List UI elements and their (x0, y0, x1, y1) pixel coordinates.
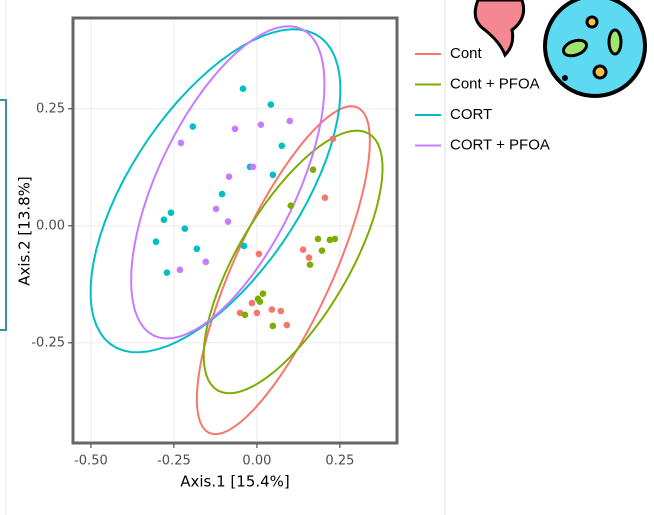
point (168, 209, 175, 216)
y-tick-label: 0.25 (36, 101, 65, 116)
point (268, 101, 275, 108)
point (254, 310, 261, 317)
point (319, 247, 326, 254)
point (164, 269, 171, 276)
x-tick-label: 0.00 (242, 454, 271, 469)
point (286, 118, 293, 125)
point (260, 290, 267, 297)
legend-label: CORT (450, 106, 492, 123)
point (226, 173, 233, 180)
plot-area (73, 18, 397, 443)
point (306, 254, 313, 261)
point (242, 311, 249, 318)
point (202, 259, 209, 266)
y-tick-label: -0.25 (31, 335, 65, 350)
x-axis-label: Axis.1 [15.4%] (180, 473, 290, 491)
point (190, 123, 197, 130)
intestine-icon (475, 0, 523, 55)
point (257, 298, 264, 305)
point (232, 126, 239, 133)
point (240, 85, 247, 92)
point (330, 135, 337, 142)
x-tick-label: -0.50 (74, 454, 108, 469)
x-tick-label: 0.25 (325, 454, 354, 469)
point (194, 245, 201, 252)
point (178, 140, 185, 147)
point (177, 267, 184, 274)
point (332, 236, 339, 243)
point (258, 121, 265, 128)
point (256, 251, 263, 258)
point (270, 323, 277, 330)
point (279, 142, 286, 149)
point (283, 322, 290, 329)
point (307, 261, 314, 268)
y-tick-label: 0.00 (36, 218, 65, 233)
chart: Axis.1 [15.4%] Axis.2 [13.8%] -0.50 -0.25… (0, 0, 654, 515)
legend-label: CORT + PFOA (450, 136, 550, 153)
point (249, 300, 256, 307)
legend-label: Cont (450, 45, 483, 62)
y-axis-label: Axis.2 [13.8%] (16, 176, 34, 286)
point (270, 172, 277, 179)
point (213, 206, 220, 213)
x-tick-label: -0.25 (157, 454, 191, 469)
point (322, 194, 329, 201)
point (153, 238, 160, 245)
legend-label: Cont + PFOA (450, 75, 540, 92)
cropped-frame (0, 100, 6, 330)
point (161, 216, 168, 223)
point (300, 246, 307, 253)
bacteria-icon (545, 0, 645, 96)
point (269, 306, 276, 313)
point (182, 225, 189, 232)
point (241, 243, 248, 250)
point (315, 236, 322, 243)
point (250, 164, 257, 171)
point (219, 191, 226, 198)
point (287, 202, 294, 209)
point (310, 166, 317, 173)
point (278, 308, 285, 315)
point (225, 218, 232, 225)
